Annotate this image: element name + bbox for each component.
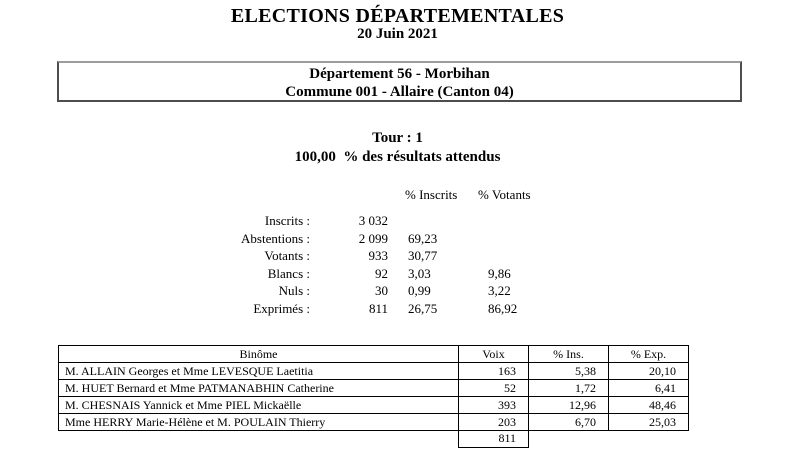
summary-pct-votants: 86,92 (488, 300, 518, 316)
summary-label: Inscrits : (264, 213, 310, 228)
total-voix-cell: 811 (458, 430, 529, 448)
summary-pct-inscrits: 0,99 (408, 283, 431, 298)
summary-row-blancs: Blancs : 92 3,03 9,86 (0, 265, 568, 283)
summary-label: Blancs : (267, 265, 310, 281)
binome-name: M. HUET Bernard et Mme PATMANABHIN Cathe… (58, 379, 459, 397)
summary-pct-inscrits: 3,03 (408, 265, 431, 281)
pct-ins-value: 6,70 (528, 413, 609, 431)
summary-value: 3 032 (358, 213, 388, 228)
pct-ins-value: 12,96 (528, 396, 609, 414)
table-row: M. CHESNAIS Yannick et Mme PIEL Mickaëll… (58, 396, 689, 414)
binome-name: M. ALLAIN Georges et Mme LEVESQUE Laetit… (58, 362, 459, 380)
pct-ins-value: 1,72 (528, 379, 609, 397)
voix-value: 52 (458, 379, 529, 397)
election-date: 20 Juin 2021 (357, 26, 438, 42)
summary-header-pct-inscrits: % Inscrits (405, 187, 458, 202)
summary-pct-votants (488, 247, 568, 265)
summary-pct-votants (488, 230, 568, 248)
voix-value: 203 (458, 413, 529, 431)
col-header-pct-ins: % Ins. (528, 345, 609, 363)
summary-value: 2 099 (358, 230, 388, 246)
summary-value: 92 (375, 265, 388, 281)
commune-line: Commune 001 - Allaire (Canton 04) (285, 84, 514, 100)
table-row: Mme HERRY Marie-Hélène et M. POULAIN Thi… (58, 413, 689, 431)
col-header-pct-exp: % Exp. (608, 345, 689, 363)
summary-row-exprimes: Exprimés : 811 26,75 86,92 (0, 300, 568, 318)
summary-row-abstentions: Abstentions : 2 099 69,23 (0, 230, 568, 248)
summary-value: 933 (368, 248, 389, 263)
round-label: Tour : 1 (372, 130, 423, 146)
voix-value: 163 (458, 362, 529, 380)
pct-ins-value: 5,38 (528, 362, 609, 380)
table-header-row: Binôme Voix % Ins. % Exp. (58, 345, 689, 363)
binome-name: M. CHESNAIS Yannick et Mme PIEL Mickaëll… (58, 396, 459, 414)
table-row: M. HUET Bernard et Mme PATMANABHIN Cathe… (58, 379, 689, 397)
voix-value: 393 (458, 396, 529, 414)
pct-exp-value: 20,10 (608, 362, 689, 380)
summary-pct-votants: 3,22 (488, 283, 511, 298)
pct-exp-value: 6,41 (608, 379, 689, 397)
round-block: Tour : 1 100,00 % des résultats attendus (0, 129, 795, 167)
summary-pct-inscrits (408, 212, 478, 230)
summary-value: 811 (368, 300, 388, 316)
results-progress: 100,00 % des résultats attendus (294, 149, 501, 165)
summary-label: Exprimés : (253, 300, 310, 316)
location-box: Département 56 - Morbihan Commune 001 - … (57, 61, 742, 102)
participation-summary: Inscrits : 3 032 Abstentions : 2 099 69,… (0, 212, 568, 317)
summary-pct-inscrits: 30,77 (408, 248, 438, 263)
summary-pct-votants (488, 212, 568, 230)
summary-pct-votants: 9,86 (488, 265, 511, 281)
summary-value: 30 (375, 283, 388, 298)
department-line: Département 56 - Morbihan (309, 66, 490, 82)
pct-exp-value: 25,03 (608, 413, 689, 431)
summary-header-pct-votants: % Votants (478, 187, 531, 202)
summary-row-inscrits: Inscrits : 3 032 (0, 212, 568, 230)
summary-pct-inscrits: 69,23 (408, 230, 438, 246)
binome-name: Mme HERRY Marie-Hélène et M. POULAIN Thi… (58, 413, 459, 431)
summary-pct-inscrits: 26,75 (408, 300, 438, 316)
summary-row-votants: Votants : 933 30,77 (0, 247, 568, 265)
table-row: M. ALLAIN Georges et Mme LEVESQUE Laetit… (58, 362, 689, 380)
summary-label: Votants : (264, 248, 310, 263)
summary-label: Nuls : (278, 283, 310, 298)
col-header-binome: Binôme (58, 345, 459, 363)
page-title: ELECTIONS DÉPARTEMENTALES (230, 5, 565, 27)
pct-exp-value: 48,46 (608, 396, 689, 414)
results-table: Binôme Voix % Ins. % Exp. M. ALLAIN Geor… (58, 345, 689, 431)
col-header-voix: Voix (458, 345, 529, 363)
summary-label: Abstentions : (241, 230, 310, 246)
summary-row-nuls: Nuls : 30 0,99 3,22 (0, 282, 568, 300)
